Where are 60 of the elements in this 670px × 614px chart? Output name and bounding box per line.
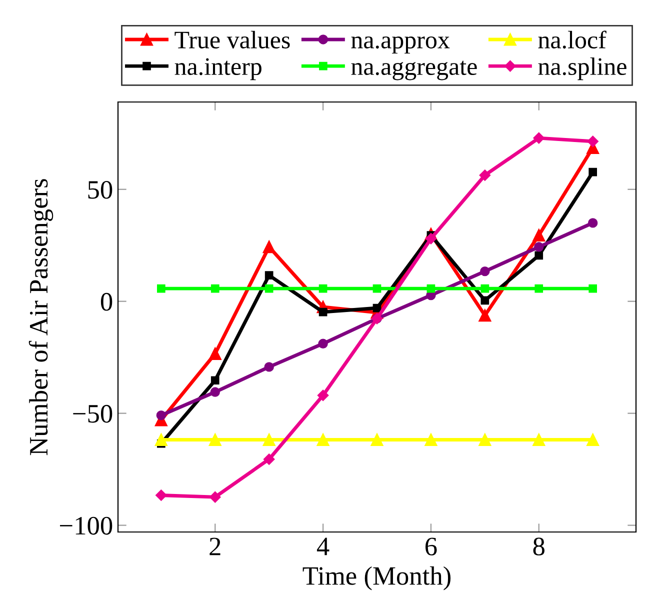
point (157, 284, 166, 293)
point (534, 242, 544, 252)
legend-label: na.interp (174, 58, 262, 80)
point (532, 229, 546, 242)
legend-label: na.approx (351, 36, 450, 54)
x-tick-label: 4 (316, 538, 330, 556)
x-tick-label: 6 (425, 538, 437, 556)
point (210, 284, 220, 293)
x-tick-label: 8 (533, 538, 544, 556)
legend-label: na.spline (538, 57, 626, 80)
point (156, 490, 167, 501)
y-axis-title: Number of Air Passengers (28, 179, 54, 456)
point (210, 387, 220, 397)
x-tick-label: 2 (210, 538, 220, 556)
legend-label: na.locf (538, 30, 606, 49)
point (587, 136, 598, 148)
point (533, 132, 544, 144)
point (532, 433, 546, 446)
point (208, 347, 222, 360)
point (264, 284, 274, 293)
point (318, 308, 328, 316)
legend-label: True values (174, 30, 290, 48)
point (534, 284, 544, 293)
point (264, 362, 274, 372)
point (588, 218, 598, 228)
point (425, 233, 437, 244)
point (588, 168, 597, 176)
point (210, 491, 221, 503)
point (586, 433, 600, 446)
y-tick-label: 0 (100, 292, 112, 311)
point (372, 284, 382, 293)
point (480, 296, 490, 305)
y-tick-label: −50 (73, 404, 112, 423)
point (588, 284, 597, 293)
point (317, 390, 329, 401)
point (262, 433, 276, 446)
point (480, 266, 490, 276)
point (318, 338, 328, 349)
point (316, 433, 330, 446)
legend-label: na.aggregate (351, 60, 477, 80)
y-tick-label: −100 (60, 516, 112, 535)
point (208, 433, 222, 446)
point (480, 284, 490, 293)
point (264, 271, 274, 280)
point (154, 433, 168, 446)
point (479, 170, 491, 181)
point (534, 251, 544, 260)
point (370, 433, 384, 446)
point (426, 284, 436, 293)
point (262, 240, 276, 254)
point (372, 304, 382, 312)
point (478, 433, 492, 446)
y-tick-label: 50 (88, 180, 112, 199)
point (210, 376, 220, 385)
x-axis-title: Time (Month) (302, 566, 450, 590)
point (263, 454, 275, 465)
point (478, 309, 492, 322)
point (318, 284, 328, 293)
point (424, 433, 438, 446)
point (156, 410, 166, 420)
